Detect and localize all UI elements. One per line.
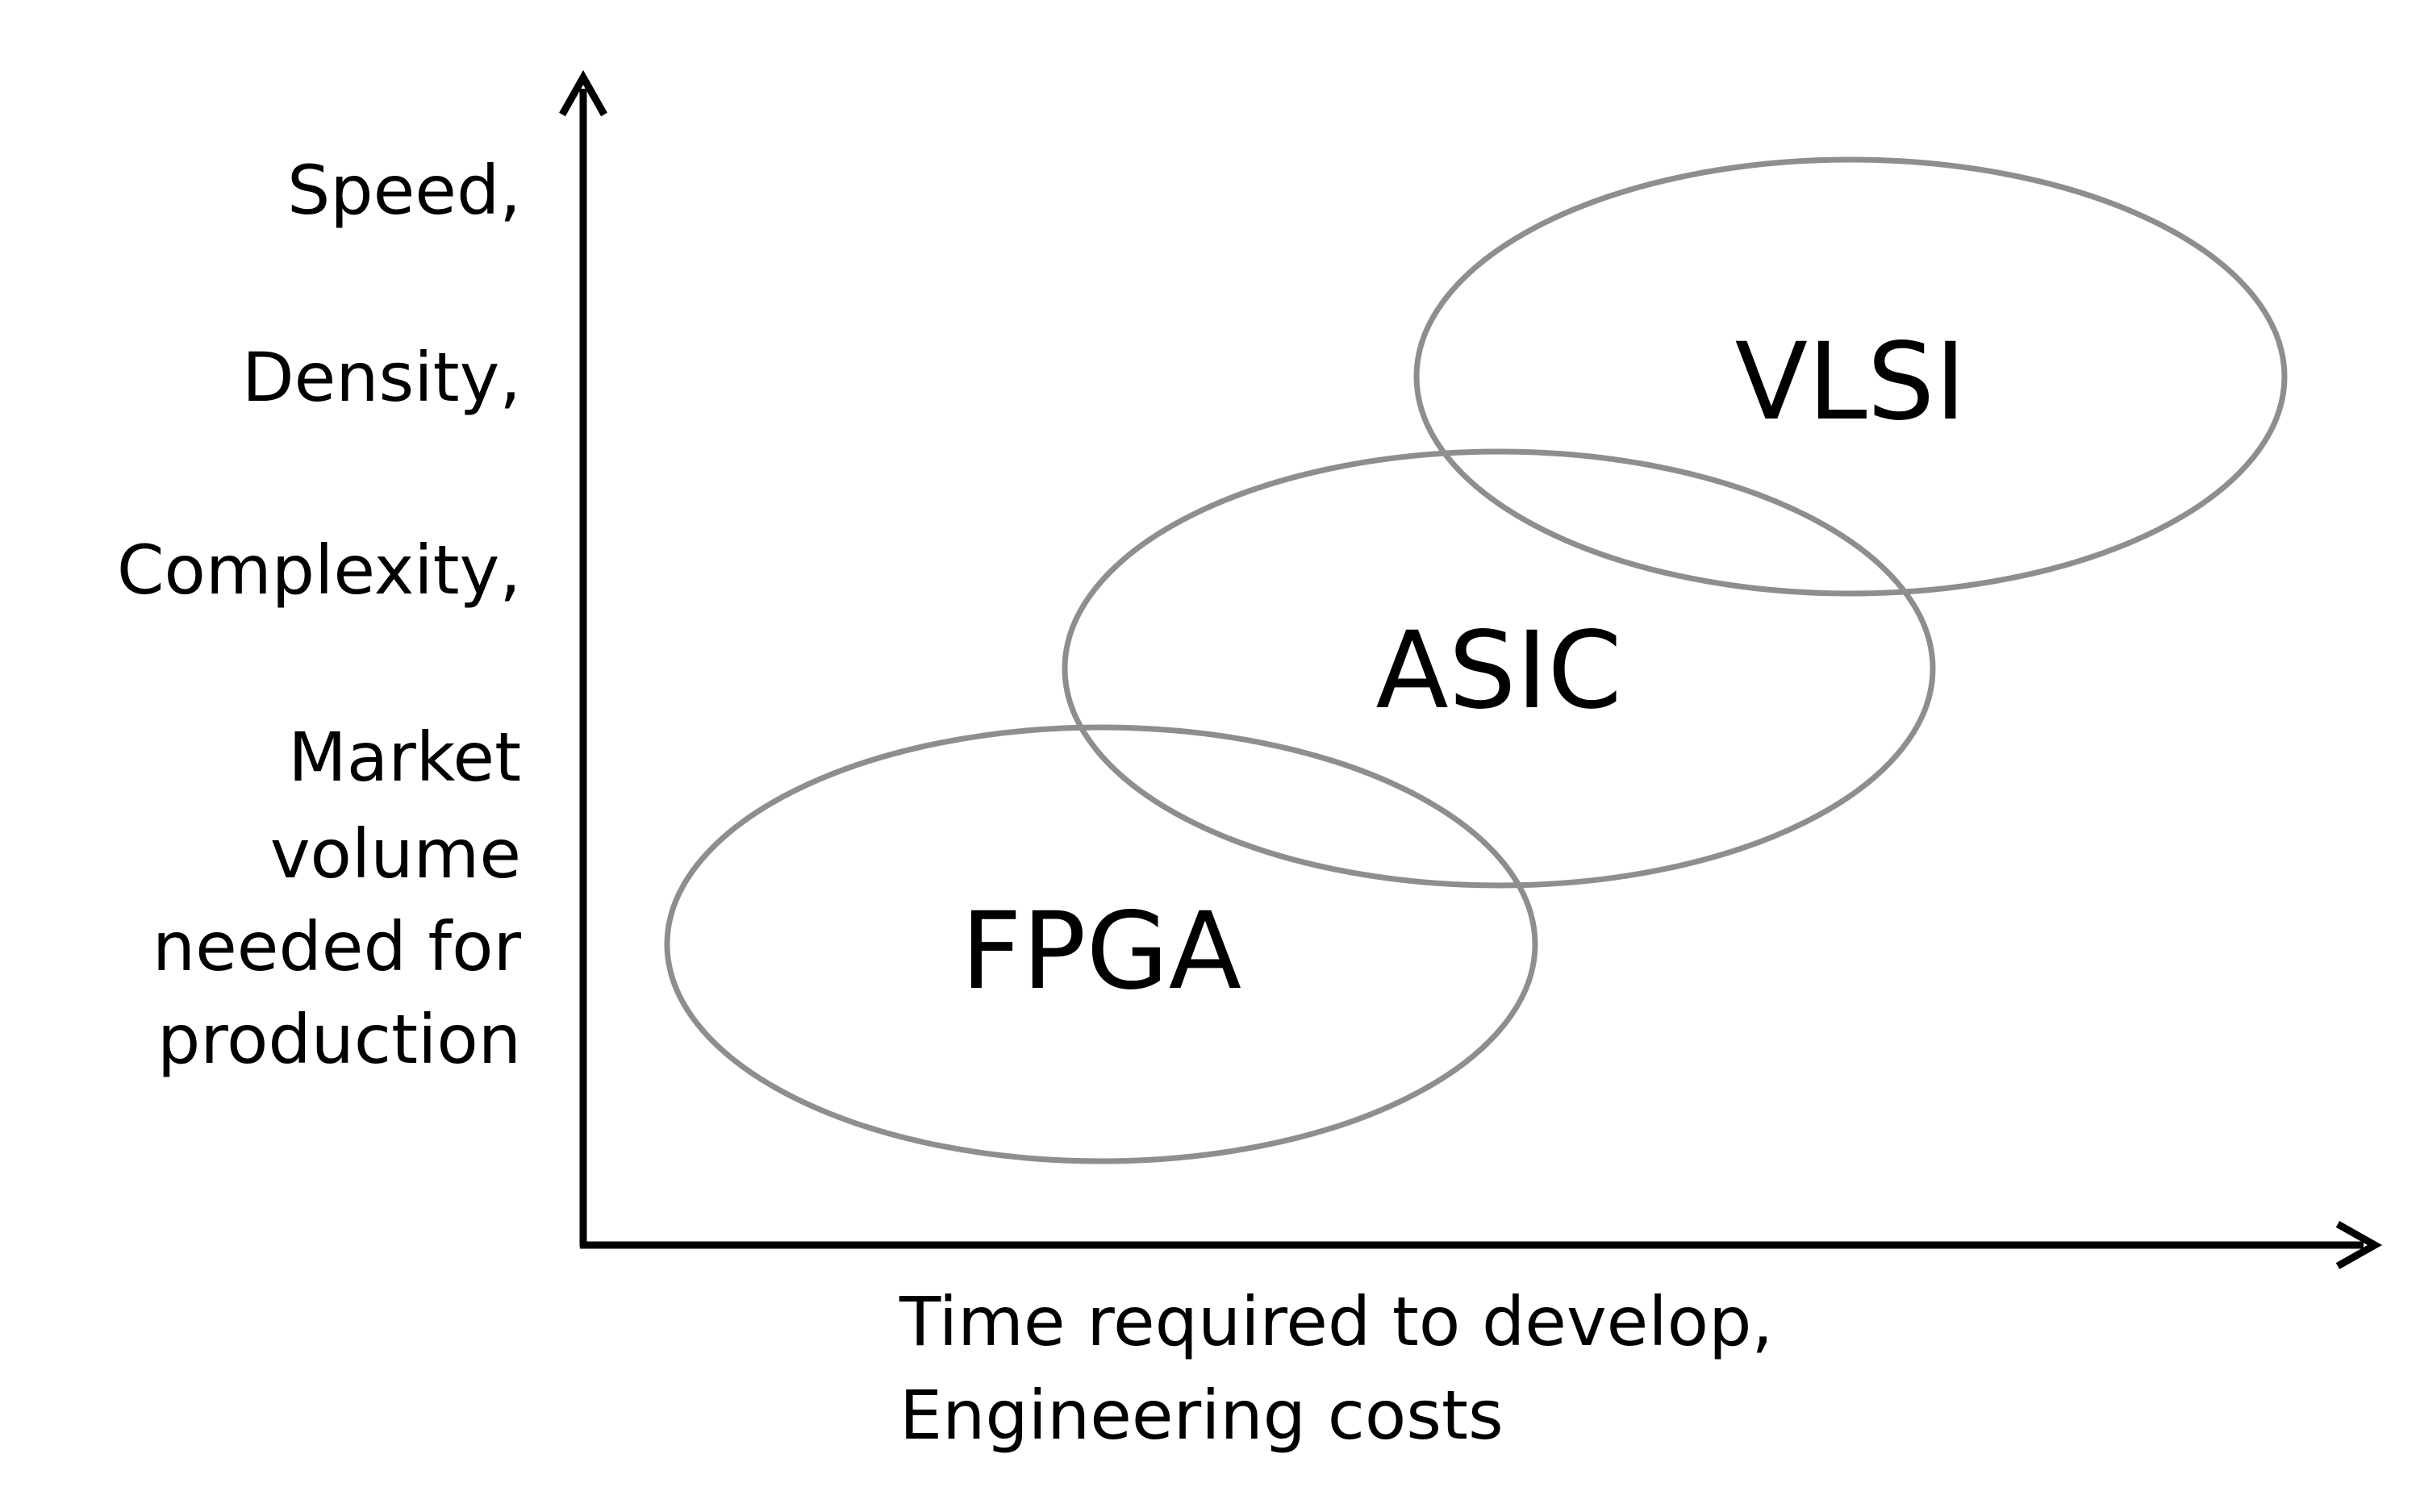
asic-label: ASIC [1375, 609, 1621, 733]
fpga-ellipse [664, 724, 1538, 1164]
x-axis-label: Time required to develop, Engineering co… [899, 1282, 1773, 1455]
y-label-line: Complexity, [117, 531, 521, 610]
y-label-line: production [157, 1000, 521, 1079]
y-label-line: needed for [152, 907, 522, 986]
x-axis [580, 1221, 2383, 1269]
x-label-line: Time required to develop, [899, 1282, 1773, 1361]
y-axis-label: Speed, Density, Complexity, Market volum… [117, 151, 522, 1079]
y-label-line: Market [288, 718, 521, 797]
x-axis-arrowhead [2335, 1221, 2383, 1269]
y-label-line: Speed, [287, 151, 521, 230]
y-axis-arrowhead [559, 69, 607, 117]
y-label-line: Density, [242, 338, 521, 417]
y-axis [559, 69, 607, 1247]
vlsi-ellipse [1413, 156, 2288, 597]
asic-ellipse [1062, 448, 1936, 889]
y-label-line: volume [270, 814, 521, 893]
vlsi-label: VLSI [1735, 320, 1967, 444]
fpga-label: FPGA [961, 889, 1241, 1014]
x-label-line: Engineering costs [899, 1376, 1504, 1455]
